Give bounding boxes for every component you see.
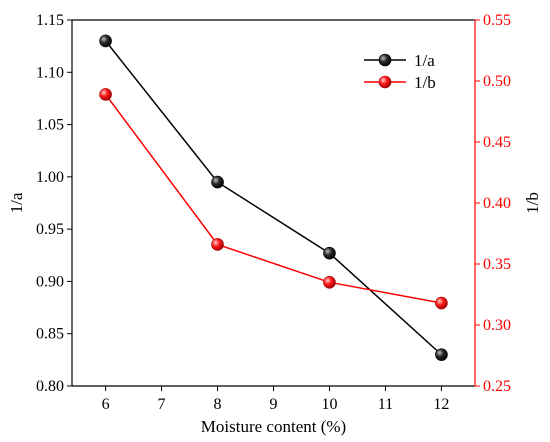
- x-tick-label: 11: [378, 396, 393, 413]
- left-y-tick-label: 1.00: [36, 169, 64, 186]
- x-tick-label: 12: [433, 396, 449, 413]
- legend-marker: [378, 53, 392, 67]
- legend-marker: [378, 75, 392, 89]
- right-y-tick-label: 0.45: [483, 134, 511, 151]
- series-layer: [99, 34, 448, 361]
- series-line-2: [104, 93, 442, 304]
- series-line-1: [104, 40, 442, 356]
- legend-label: 1/b: [414, 73, 436, 92]
- x-tick-label: 8: [214, 396, 222, 413]
- left-y-tick-label: 1.15: [36, 12, 64, 29]
- x-tick-label: 9: [270, 396, 278, 413]
- right-y-tick-label: 0.25: [483, 378, 511, 395]
- right-y-axis-title: 1/b: [523, 192, 542, 214]
- x-tick-label: 7: [158, 396, 166, 413]
- left-y-tick-label: 1.05: [36, 117, 64, 134]
- x-axis: 6 7 8 9 10 11 12: [102, 386, 449, 413]
- right-y-tick-label: 0.40: [483, 195, 511, 212]
- left-y-tick-label: 1.10: [36, 64, 64, 81]
- series-point-2: [435, 296, 448, 310]
- x-axis-title: Moisture content (%): [201, 417, 346, 436]
- right-y-axis: 0.25 0.30 0.35 0.40 0.45 0.50 0.55: [475, 12, 511, 395]
- left-y-tick-label: 0.90: [36, 273, 64, 290]
- series-point-1: [323, 246, 336, 260]
- left-y-tick-label: 0.95: [36, 221, 64, 238]
- right-y-tick-label: 0.50: [483, 73, 511, 90]
- x-tick-label: 10: [321, 396, 337, 413]
- right-y-tick-label: 0.35: [483, 256, 511, 273]
- series-point-2: [99, 88, 112, 101]
- legend: 1/a1/b: [364, 51, 436, 92]
- right-y-tick-label: 0.30: [483, 317, 511, 334]
- left-y-axis-title: 1/a: [7, 192, 26, 213]
- series-point-1: [435, 348, 448, 361]
- right-y-tick-label: 0.55: [483, 12, 511, 29]
- legend-label: 1/a: [414, 51, 435, 70]
- left-y-tick-label: 0.80: [36, 378, 64, 395]
- left-y-axis: 0.80 0.85 0.90 0.95 1.00 1.05 1.10 1.15: [36, 12, 72, 395]
- x-tick-label: 6: [102, 396, 110, 413]
- series-point-1: [99, 34, 112, 48]
- series-point-2: [323, 275, 336, 289]
- series-point-2: [211, 238, 224, 251]
- left-y-tick-label: 0.85: [36, 326, 64, 343]
- series-point-1: [211, 175, 224, 189]
